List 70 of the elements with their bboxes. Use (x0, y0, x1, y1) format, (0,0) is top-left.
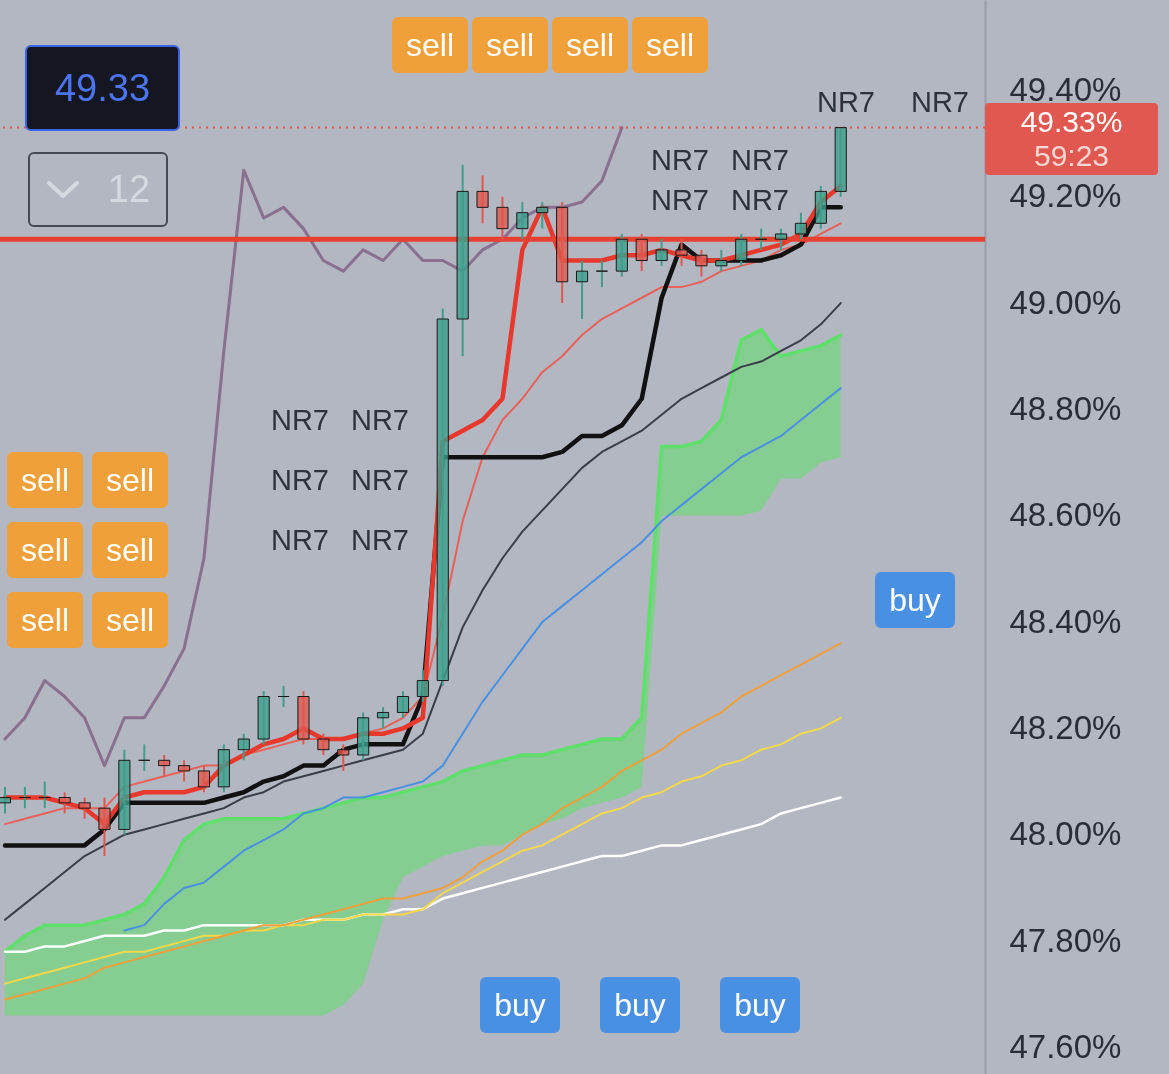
candlestick (158, 753, 171, 778)
annotation: sell (7, 522, 83, 578)
annotation: NR7 (270, 463, 330, 496)
candlestick (675, 238, 688, 267)
annotation: NR7 (350, 403, 410, 436)
annotation: buy (600, 977, 680, 1033)
annotation: sell (472, 17, 548, 73)
candlestick (655, 238, 668, 267)
candlestick (277, 684, 290, 709)
annotation: sell (92, 452, 168, 508)
y-tick-label: 49.00% (1009, 283, 1122, 321)
annotation: NR7 (816, 85, 876, 118)
annotation: sell (7, 452, 83, 508)
annotation: NR7 (350, 523, 410, 556)
annotation: NR7 (730, 143, 790, 176)
y-tick-label: 49.20% (1009, 177, 1122, 215)
annotation: buy (720, 977, 800, 1033)
annotation: NR7 (650, 183, 710, 216)
line-series (3, 716, 842, 985)
candlestick (376, 706, 390, 730)
y-tick-label: 48.80% (1009, 389, 1122, 427)
y-tick-label: 48.60% (1009, 496, 1122, 534)
annotation: NR7 (270, 403, 330, 436)
candlestick (794, 211, 808, 241)
candlestick (755, 227, 768, 251)
candlestick (496, 195, 509, 241)
text: 59:23 (1033, 138, 1110, 173)
candlestick (575, 259, 589, 321)
candlestick (735, 232, 748, 267)
annotation: sell (552, 17, 628, 73)
candlestick (18, 785, 31, 810)
candlestick (197, 764, 211, 794)
candlestick (536, 201, 549, 230)
annotation: sell (7, 592, 83, 648)
y-tick-label: 47.60% (1009, 1027, 1122, 1065)
annotation: sell (632, 17, 708, 73)
annotation: NR7 (730, 183, 790, 216)
candlestick (476, 174, 489, 225)
candlestick (416, 668, 429, 703)
annotation: NR7 (650, 143, 710, 176)
candlestick (78, 796, 91, 820)
candlestick (38, 780, 51, 810)
candlestick (58, 791, 71, 815)
y-tick-label: 48.40% (1009, 602, 1122, 640)
candlestick (595, 259, 609, 289)
y-tick-label: 48.20% (1009, 708, 1122, 746)
candlestick (237, 732, 250, 762)
annotation: NR7 (350, 463, 410, 496)
candlestick (774, 227, 788, 251)
text: buy (875, 572, 955, 628)
y-tick-label: 47.80% (1009, 921, 1122, 959)
annotation: 49.33 (25, 45, 180, 131)
candlestick (317, 732, 330, 756)
text: NR7 (910, 85, 970, 118)
annotation: NR7 (270, 523, 330, 556)
annotation: sell (92, 522, 168, 578)
candlestick (635, 232, 648, 273)
candlestick (138, 743, 151, 772)
annotation: sell (92, 592, 168, 648)
candlestick (516, 201, 529, 241)
candlestick (337, 743, 350, 772)
candlestick (715, 248, 728, 273)
line-series (3, 126, 624, 768)
annotation: sell (392, 17, 468, 73)
y-tick-label: 48.00% (1009, 815, 1122, 853)
candlestick (396, 690, 410, 719)
candlestick (0, 785, 12, 815)
candlestick (177, 759, 191, 783)
candlestick (695, 248, 708, 278)
annotation: buy (480, 977, 560, 1033)
